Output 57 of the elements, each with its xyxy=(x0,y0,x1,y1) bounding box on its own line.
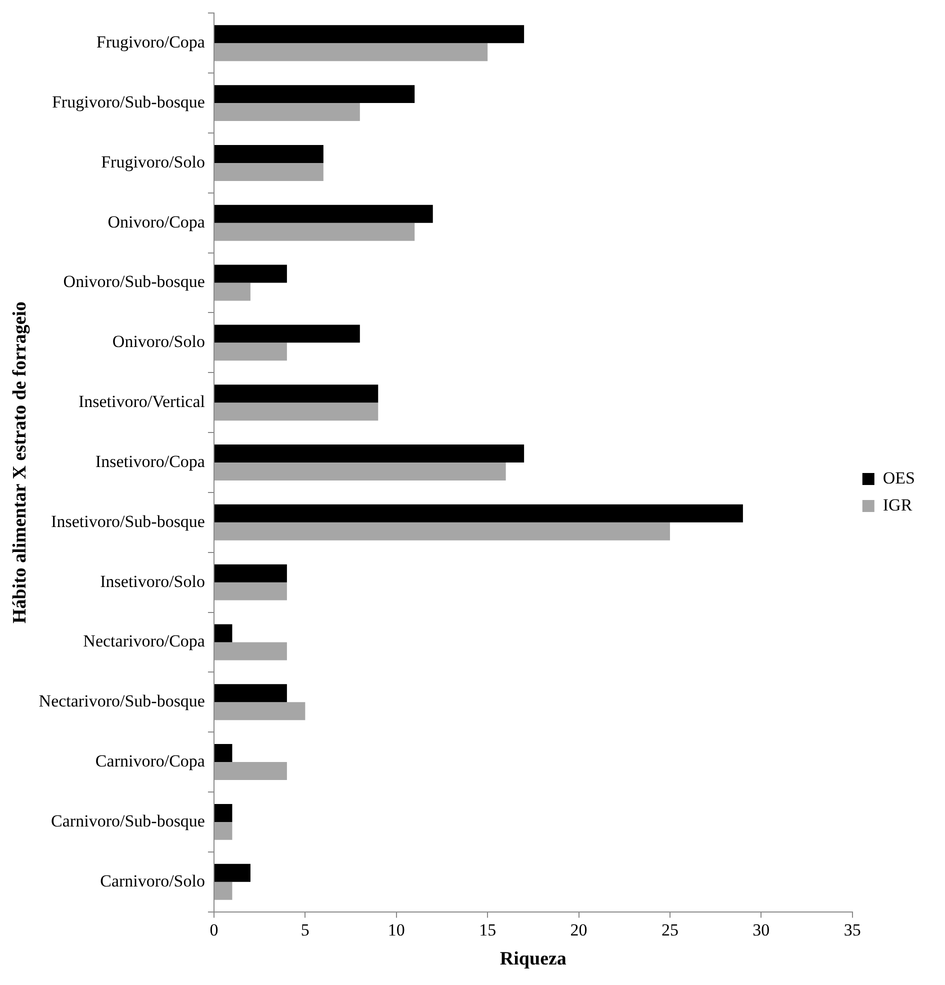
y-tick-label: Onivoro/Sub-bosque xyxy=(63,272,205,292)
bar xyxy=(214,762,287,780)
bar xyxy=(214,264,287,283)
bar xyxy=(214,642,287,660)
bar xyxy=(214,144,324,163)
legend-label: IGR xyxy=(882,495,913,514)
y-tick-label: Carnivoro/Copa xyxy=(95,752,206,770)
x-tick-label: 20 xyxy=(570,920,588,940)
bar xyxy=(214,564,287,582)
x-tick-label: 5 xyxy=(300,920,310,940)
y-tick-label: Frugivoro/Copa xyxy=(96,32,206,52)
bar xyxy=(214,25,524,44)
bar xyxy=(214,324,360,343)
bar xyxy=(214,684,287,702)
bar xyxy=(214,402,378,421)
x-tick-label: 35 xyxy=(844,920,861,940)
bar xyxy=(214,864,250,882)
x-axis-title: Riqueza xyxy=(500,948,567,970)
y-tick-label: Frugivoro/Sub-bosque xyxy=(52,92,205,112)
x-tick-label: 15 xyxy=(479,920,496,940)
bar xyxy=(214,582,287,600)
bar xyxy=(214,882,232,900)
bar xyxy=(214,222,415,241)
bar xyxy=(214,624,232,642)
bar xyxy=(214,522,670,540)
bar xyxy=(214,702,306,720)
bar xyxy=(214,744,232,762)
y-axis-title: Hábito alimentar X estrato de forrageio xyxy=(9,301,30,624)
bar xyxy=(214,462,506,480)
y-tick-label: Insetivoro/Copa xyxy=(95,452,206,471)
bar xyxy=(214,342,287,361)
legend-label: OES xyxy=(882,468,916,488)
y-tick-label: Onivoro/Solo xyxy=(112,332,205,352)
bar xyxy=(214,804,232,822)
y-tick-label: Insetivoro/Vertical xyxy=(78,392,206,412)
bar xyxy=(214,384,378,403)
y-tick-label: Frugivoro/Solo xyxy=(101,152,205,172)
bar xyxy=(214,282,250,301)
bar xyxy=(214,204,433,223)
y-tick-label: Carnivoro/Solo xyxy=(100,871,205,890)
y-tick-label: Carnivoro/Sub-bosque xyxy=(51,811,205,830)
bar xyxy=(214,444,524,462)
y-tick-label: Insetivoro/Sub-bosque xyxy=(51,512,205,531)
bar xyxy=(214,162,324,181)
bar xyxy=(214,822,232,840)
y-tick-label: Nectarivoro/Sub-bosque xyxy=(38,692,205,711)
x-tick-label: 0 xyxy=(210,920,218,940)
x-tick-label: 10 xyxy=(388,920,405,940)
bar xyxy=(214,43,488,62)
bar xyxy=(214,103,360,122)
x-tick-label: 30 xyxy=(752,920,770,940)
bar xyxy=(214,85,415,104)
bar xyxy=(214,504,743,522)
y-tick-label: Insetivoro/Solo xyxy=(100,572,205,591)
y-tick-label: Nectarivoro/Copa xyxy=(83,632,206,651)
x-tick-label: 25 xyxy=(661,920,678,940)
y-tick-label: Onivoro/Copa xyxy=(108,212,206,232)
